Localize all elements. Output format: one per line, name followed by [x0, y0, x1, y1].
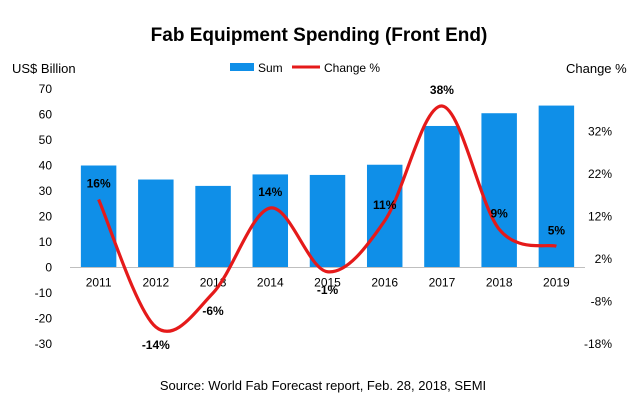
legend-label-change: Change %: [324, 61, 380, 75]
bar-sum-2011: [80, 165, 117, 268]
bar-sum-2017: [424, 125, 460, 268]
right-tick-label: 2%: [595, 252, 613, 266]
bar-sum-2015: [309, 174, 346, 268]
right-tick-label: 32%: [588, 125, 612, 139]
left-tick-label: 20: [39, 210, 53, 224]
plot-area: -30 -20 -10 0 10 20 30 40 50 60 70 -18% -8% 2% 12% 22% 3…: [35, 82, 613, 352]
x-tick-label: 2016: [371, 276, 398, 290]
legend-label-sum: Sum: [258, 61, 283, 75]
right-tick-label: 12%: [588, 210, 612, 224]
bar-sum-2014: [252, 174, 289, 268]
left-tick-label: 40: [39, 159, 53, 173]
source-note: Source: World Fab Forecast report, Feb. …: [160, 378, 486, 393]
left-tick-label: 30: [39, 184, 53, 198]
left-tick-label: -20: [35, 312, 53, 326]
left-tick-label: 0: [45, 261, 52, 275]
left-axis-title: US$ Billion: [12, 61, 76, 76]
right-axis-title: Change %: [566, 61, 627, 76]
line-change-percent: [97, 104, 557, 333]
x-tick-label: 2019: [543, 276, 570, 290]
left-tick-label: 10: [39, 235, 53, 249]
bar-sum-2012: [138, 179, 174, 268]
right-tick-label: -8%: [591, 295, 613, 309]
data-label-change-2013: -6%: [202, 304, 224, 318]
x-tick-label: 2015: [314, 276, 341, 290]
data-label-change-2011: 16%: [87, 177, 111, 191]
data-label-change-2017: 38%: [430, 83, 454, 97]
left-tick-label: 70: [39, 82, 53, 96]
left-tick-label: 50: [39, 133, 53, 147]
left-tick-label: -30: [35, 337, 53, 351]
bar-sum-2019: [538, 105, 575, 268]
x-tick-label: 2012: [142, 276, 169, 290]
data-label-change-2016: 11%: [373, 198, 397, 212]
legend-swatch-sum: [230, 63, 254, 71]
right-tick-label: -18%: [584, 337, 612, 351]
x-tick-label: 2011: [86, 276, 112, 290]
left-tick-label: -10: [35, 286, 53, 300]
bar-sum-2013: [195, 185, 231, 268]
chart-title: Fab Equipment Spending (Front End): [151, 25, 488, 46]
bar-sum-2018: [481, 113, 517, 268]
data-label-change-2019: 5%: [548, 223, 566, 237]
data-label-change-2012: -14%: [142, 338, 170, 352]
x-tick-label: 2017: [429, 276, 456, 290]
legend: Sum Change %: [230, 61, 380, 75]
data-label-change-2014: 14%: [258, 185, 282, 199]
x-tick-label: 2018: [486, 276, 513, 290]
data-label-change-2015: -1%: [317, 283, 339, 297]
bar-sum-2016: [366, 164, 403, 268]
right-tick-label: 22%: [588, 167, 612, 181]
left-tick-label: 60: [39, 108, 53, 122]
data-label-change-2018: 9%: [490, 206, 508, 220]
x-tick-label: 2014: [257, 276, 284, 290]
